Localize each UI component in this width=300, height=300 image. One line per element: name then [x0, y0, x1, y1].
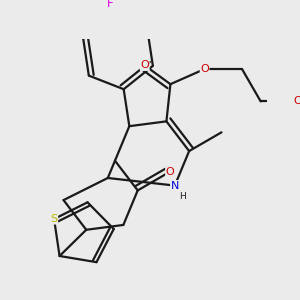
Text: O: O	[200, 64, 209, 74]
Text: F: F	[107, 0, 114, 10]
Text: O: O	[294, 96, 300, 106]
Text: H: H	[179, 192, 186, 201]
Text: N: N	[171, 181, 179, 190]
Text: O: O	[140, 60, 149, 70]
Text: O: O	[166, 167, 174, 177]
Text: S: S	[50, 214, 58, 224]
